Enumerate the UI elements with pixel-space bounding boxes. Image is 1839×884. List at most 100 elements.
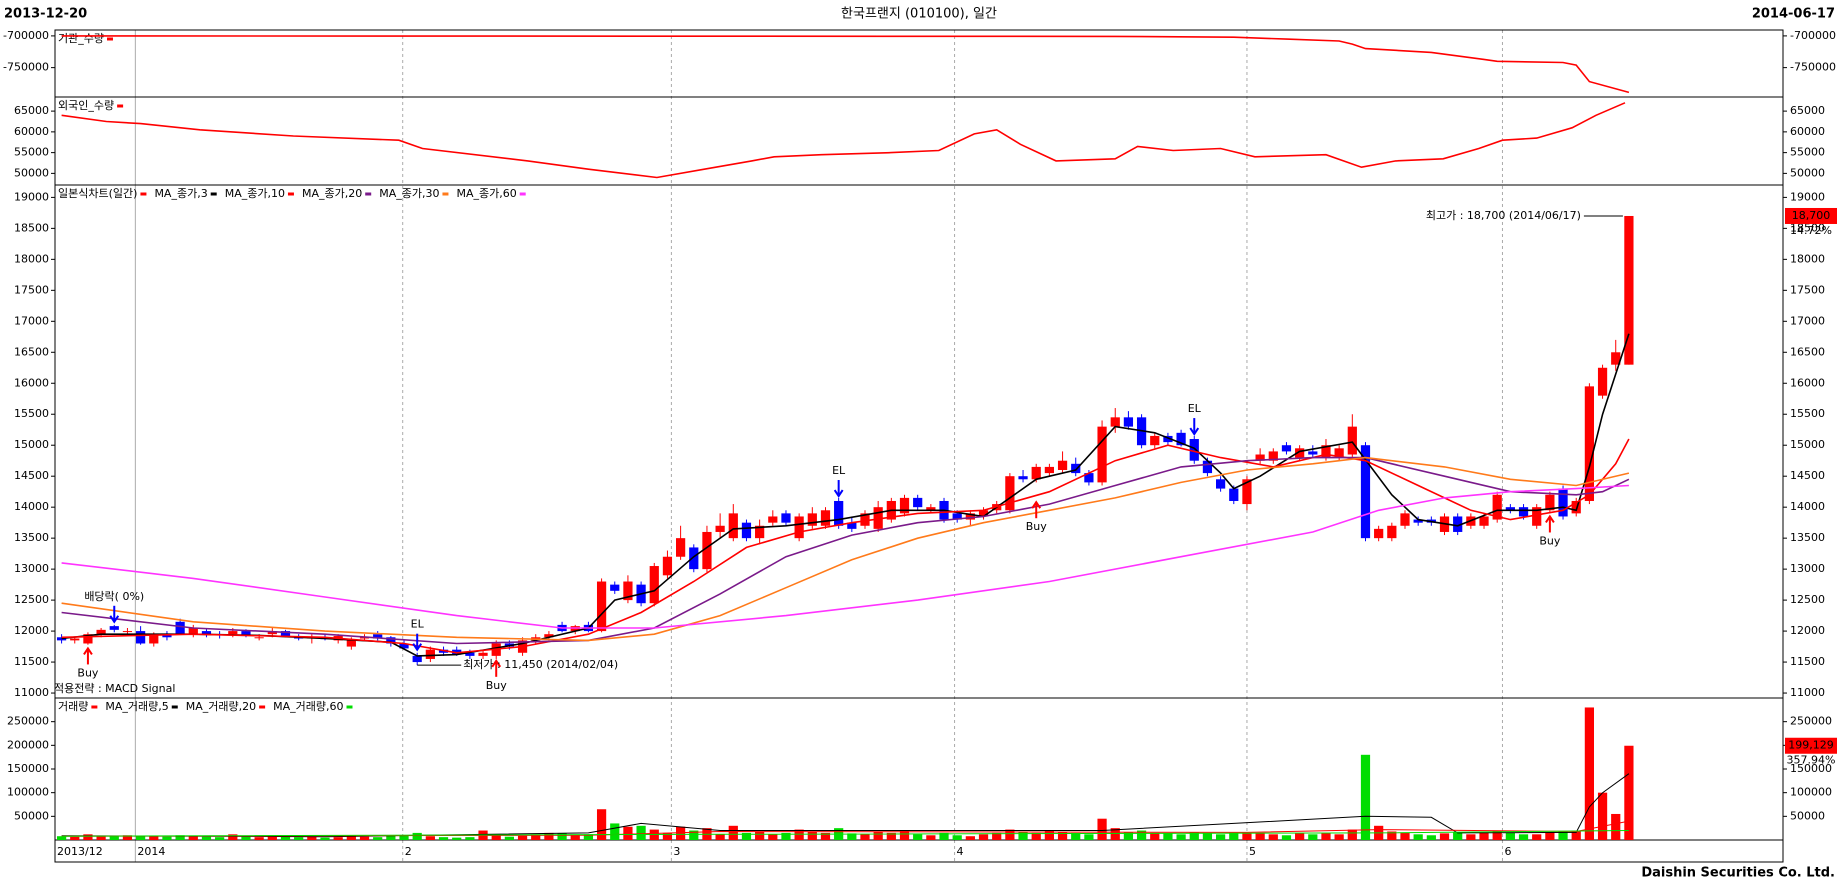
line-series (61, 830, 1629, 837)
candle-body (794, 516, 804, 539)
candle-body (1281, 445, 1292, 452)
volume-bar (1558, 831, 1568, 840)
candle-body (1005, 476, 1015, 511)
candle-body (399, 643, 409, 649)
candle-body (109, 626, 119, 630)
volume-bar (807, 831, 817, 840)
y-tick-label-right: 13000 (1790, 562, 1825, 575)
volume-bar (570, 835, 580, 840)
volume-bar (1071, 832, 1081, 840)
volume-bar (1387, 831, 1397, 840)
last-price-box (1785, 207, 1837, 224)
candle-body (1031, 466, 1041, 480)
volume-bar (136, 835, 146, 840)
volume-bar (952, 835, 962, 840)
volume-bar (1031, 832, 1041, 840)
candle-body (1097, 426, 1107, 483)
legend-label: MA_거래량,20 (186, 700, 256, 713)
volume-bar (544, 832, 554, 840)
y-tick-label: -700000 (3, 29, 49, 42)
candle-body (346, 640, 356, 647)
signal-label: Buy (1026, 520, 1048, 533)
candle-body (1360, 445, 1371, 539)
footer: Daishin Securities Co. Ltd. (1641, 866, 1835, 881)
candle-body (715, 525, 725, 532)
volume-bar (676, 826, 686, 840)
volume-bar (438, 837, 449, 840)
signal-label: EL (411, 618, 425, 631)
volume-bar (1321, 832, 1331, 840)
candle-body (162, 634, 172, 638)
candle-body (662, 556, 673, 576)
volume-bar (689, 830, 699, 840)
y-tick-label-right: 18000 (1790, 252, 1825, 265)
line-series (61, 102, 1626, 179)
y-tick-label: 19000 (14, 190, 49, 203)
candle-body (1347, 426, 1357, 455)
candle-body (899, 497, 910, 514)
candle-body (1057, 460, 1068, 470)
volume-bar (254, 837, 264, 840)
volume-bar (1453, 832, 1463, 840)
y-tick-label-right: 12000 (1790, 624, 1825, 637)
candle-body (1123, 417, 1134, 427)
volume-bar (939, 832, 949, 840)
volume-bar (122, 835, 133, 840)
volume-bar (1545, 832, 1555, 840)
volume-bar (1426, 835, 1436, 840)
volume-bar (1189, 832, 1199, 840)
candle-body (122, 631, 133, 633)
volume-bar (1281, 835, 1292, 840)
candle-body (478, 652, 488, 656)
candle-body (847, 522, 857, 529)
legend-label: MA_거래량,5 (105, 700, 168, 713)
candle-body (781, 513, 791, 523)
signal-arrowhead (412, 643, 423, 652)
y-tick-label-right: 15000 (1790, 438, 1825, 451)
candle-body (201, 631, 212, 635)
candle-body (741, 522, 752, 539)
candle-body (1479, 516, 1489, 526)
candle-body (1545, 494, 1555, 511)
candle-body (1268, 451, 1278, 461)
y-tick-label-right: 12500 (1790, 593, 1825, 606)
candle-body (359, 637, 370, 639)
volume-bar (1466, 834, 1476, 840)
volume-bar (96, 835, 106, 840)
candle-body (1295, 448, 1305, 458)
volume-bar (280, 836, 291, 840)
candle-body (136, 631, 146, 644)
volume-bar (425, 836, 435, 840)
volume-bar (847, 833, 857, 840)
legend-label: MA_종가,60 (456, 187, 516, 200)
candle-body (1321, 445, 1331, 458)
y-tick-label: 65000 (14, 104, 49, 117)
volume-bar (636, 825, 646, 840)
candle-body (820, 510, 831, 526)
volume-bar (1242, 832, 1252, 840)
candle-body (373, 634, 383, 639)
candle-body (412, 655, 422, 663)
candle-body (425, 649, 435, 659)
y-tick-label-right: 250000 (1790, 715, 1832, 728)
volume-bar (1518, 834, 1529, 840)
volume-bar (531, 834, 541, 840)
y-tick-label: -750000 (3, 61, 49, 74)
signal-arrowhead (83, 646, 93, 655)
x-tick-label: 5 (1249, 845, 1256, 858)
candle-body (228, 631, 238, 635)
candle-body (1229, 488, 1239, 501)
volume-bar (1492, 830, 1502, 840)
candle-body (1374, 528, 1384, 539)
candle-body (267, 631, 277, 635)
candle-body (254, 637, 264, 639)
volume-bar (820, 832, 831, 840)
y-tick-label-right: 55000 (1790, 146, 1825, 159)
volume-bar (294, 837, 304, 840)
volume-bar (1334, 834, 1344, 840)
legend-label: 외국인_수량 (58, 99, 114, 112)
candle-body (1492, 494, 1502, 520)
candle-body (1216, 479, 1226, 489)
volume-bar (886, 832, 896, 840)
volume-bar (1584, 707, 1594, 840)
